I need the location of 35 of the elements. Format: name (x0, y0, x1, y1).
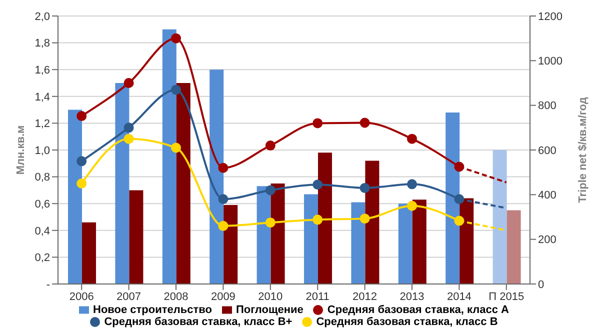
y-tick-label: 1,4 (34, 91, 50, 104)
legend-label: Средняя базовая ставка, класс А (327, 304, 509, 316)
y-tick-label: 0,6 (34, 198, 50, 211)
y-tick-label: - (46, 278, 50, 291)
x-tick-label: 2009 (210, 290, 236, 303)
x-tick-label: 2012 (352, 290, 378, 303)
y-tick-label: 0,8 (34, 172, 50, 184)
y-axis-title: Млн.кв.м (14, 125, 27, 175)
y-tick-label: 1,0 (34, 144, 50, 157)
y-tick-label: 2,0 (34, 10, 50, 23)
legend-label: Средняя базовая ставка, класс В (316, 316, 498, 328)
x-tick-label: 2007 (116, 290, 142, 303)
x-tick-label: 2010 (258, 290, 283, 303)
x-tick-label: П 2015 (488, 290, 524, 303)
y2-tick-label: 800 (538, 100, 556, 112)
y-tick-label: 1,8 (34, 38, 50, 50)
y2-tick-label: 1200 (538, 10, 562, 23)
x-tick-label: 2006 (69, 290, 94, 303)
legend-label: Новое строительство (93, 304, 212, 316)
y2-tick-label: 1000 (538, 56, 562, 68)
y-tick-label: 1,6 (34, 64, 50, 77)
legend-label: Поглощение (236, 304, 304, 316)
y2-axis-title: Triple net $/кв.м/год (576, 97, 589, 203)
y-tick-label: 0,2 (34, 252, 50, 264)
y2-tick-label: 0 (538, 278, 544, 291)
y2-tick-label: 200 (538, 234, 556, 246)
y2-tick-label: 400 (538, 190, 556, 202)
x-tick-label: 2013 (400, 290, 424, 303)
y-tick-label: 1,2 (34, 118, 50, 130)
x-tick-label: 2014 (446, 290, 472, 303)
y2-tick-label: 600 (538, 144, 556, 157)
legend-label: Средняя базовая ставка, класс В+ (104, 316, 292, 328)
x-tick-label: 2011 (306, 290, 330, 303)
x-tick-label: 2008 (164, 290, 188, 303)
y-tick-label: 0,4 (34, 225, 50, 238)
